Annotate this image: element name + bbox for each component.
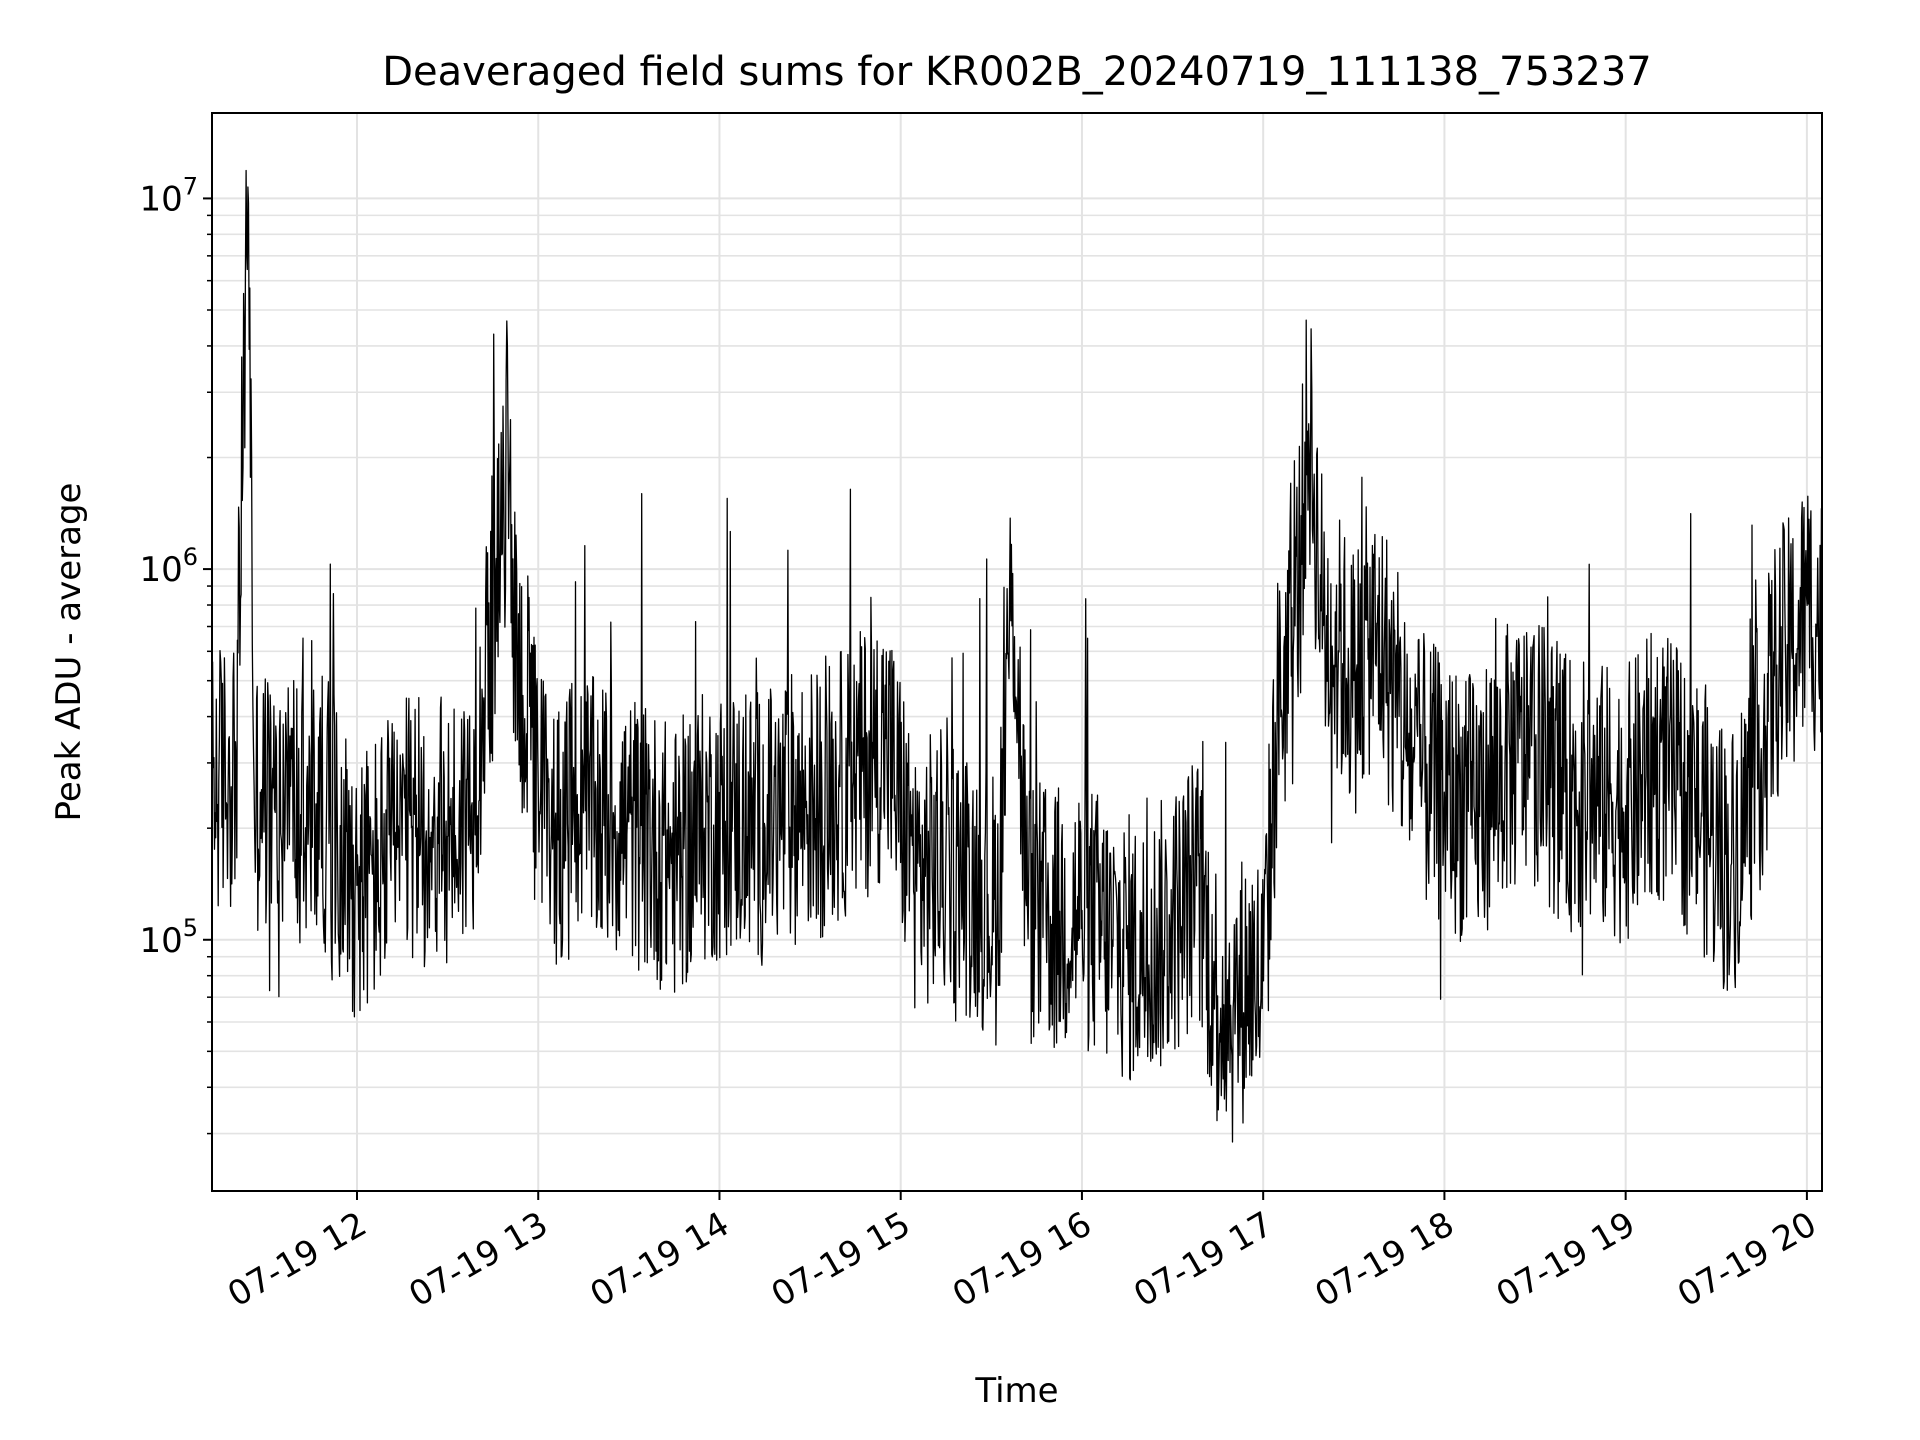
y-tick-label: 105 bbox=[139, 914, 198, 961]
x-axis-label: Time bbox=[974, 1371, 1058, 1411]
y-tick-label: 107 bbox=[139, 172, 198, 219]
series-layer bbox=[211, 169, 1823, 1143]
chart-title: Deaveraged field sums for KR002B_2024071… bbox=[382, 49, 1652, 95]
y-axis-label: Peak ADU - average bbox=[49, 483, 89, 822]
y-tick-label: 106 bbox=[139, 543, 198, 590]
series-line bbox=[211, 169, 1823, 1143]
